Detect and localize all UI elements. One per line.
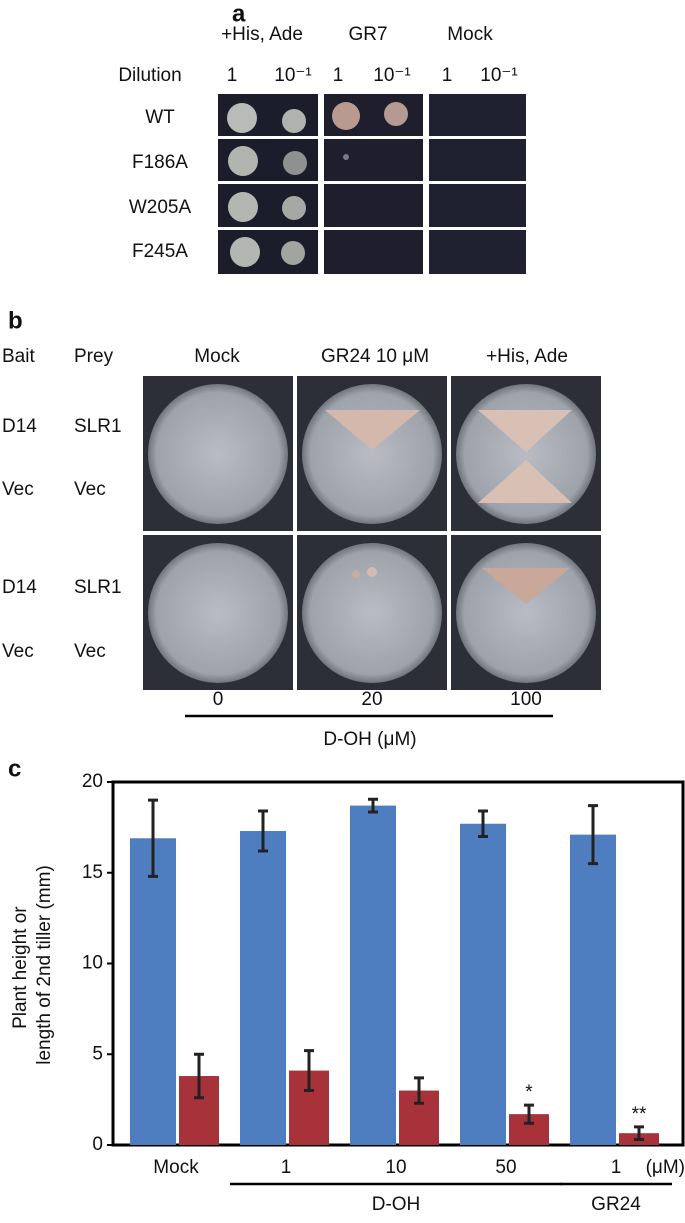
bait-header: Bait: [2, 346, 35, 367]
x-tick-label: Mock: [153, 1157, 199, 1178]
error-bar: [148, 798, 158, 878]
prey-label: Vec: [74, 641, 106, 662]
column-header: +His, Ade: [486, 346, 568, 367]
x-tick-label: 50: [495, 1157, 516, 1178]
spot-photos: [218, 94, 526, 274]
bait-label: D14: [2, 577, 37, 598]
dilution: 1: [227, 65, 238, 86]
error-bar: [478, 809, 488, 838]
y-tick-label: 15: [82, 862, 103, 883]
significance: *: [525, 1082, 533, 1103]
error-bar: [588, 804, 598, 866]
panel-letter: b: [8, 307, 23, 334]
error-bar: [194, 1052, 204, 1100]
column-header: +His, Ade: [221, 24, 303, 45]
prey-label: SLR1: [74, 416, 122, 437]
dilution: 10⁻¹: [373, 65, 411, 86]
group-label: D-OH: [372, 1194, 421, 1215]
prey-label: Vec: [74, 479, 106, 500]
prey-header: Prey: [74, 346, 114, 367]
bar: [350, 805, 396, 1145]
column-header: GR24 10 μM: [321, 346, 429, 367]
error-bar: [414, 1076, 424, 1105]
dilution: 10⁻¹: [480, 65, 518, 86]
y-axis-label-line: Plant height or: [10, 906, 31, 1029]
x-tick-label: 1: [281, 1157, 292, 1178]
y-axis-label: Plant height or length of 2nd tiller (mm…: [10, 865, 55, 1065]
x-tick-label: 10: [385, 1157, 406, 1178]
y-tick-label: 5: [92, 1043, 103, 1064]
x-tick-label: 1: [611, 1157, 622, 1178]
row-label: W205A: [129, 197, 192, 218]
bar: [130, 838, 176, 1145]
error-bar: [368, 797, 378, 814]
error-bar: [634, 1125, 644, 1142]
row-label: F186A: [132, 152, 188, 173]
y-tick-label: 20: [82, 771, 103, 792]
dilution: 1: [442, 65, 453, 86]
concentration: 0: [213, 689, 224, 710]
error-bar: [304, 1049, 314, 1093]
column-header: GR7: [348, 24, 387, 45]
error-bar: [524, 1103, 534, 1125]
error-bar: [258, 809, 268, 853]
concentration: 20: [361, 689, 382, 710]
column-header: Mock: [194, 346, 240, 367]
bait-label: D14: [2, 416, 37, 437]
row-label: F245A: [132, 241, 188, 262]
bar: [570, 834, 616, 1145]
prey-label: SLR1: [74, 577, 122, 598]
dilution-label: Dilution: [118, 65, 181, 86]
plate-photos: [143, 376, 601, 690]
y-tick-label: 10: [82, 953, 103, 974]
group-label: GR24: [591, 1194, 641, 1215]
dilution: 1: [333, 65, 344, 86]
concentration: 100: [510, 689, 542, 710]
significance: **: [632, 1104, 647, 1125]
bait-label: Vec: [2, 641, 34, 662]
x-unit: (μM): [646, 1157, 685, 1178]
column-header: Mock: [447, 24, 493, 45]
concentration-label: D-OH (μM): [323, 729, 416, 750]
bait-label: Vec: [2, 479, 34, 500]
bar: [460, 823, 506, 1145]
dilution: 10⁻¹: [274, 65, 312, 86]
panel-letter: a: [232, 0, 246, 27]
y-axis-label-line: length of 2nd tiller (mm): [34, 865, 55, 1065]
row-label: WT: [145, 107, 175, 128]
panel-letter: c: [8, 755, 21, 782]
bar: [240, 831, 286, 1145]
y-tick-label: 0: [92, 1134, 103, 1155]
